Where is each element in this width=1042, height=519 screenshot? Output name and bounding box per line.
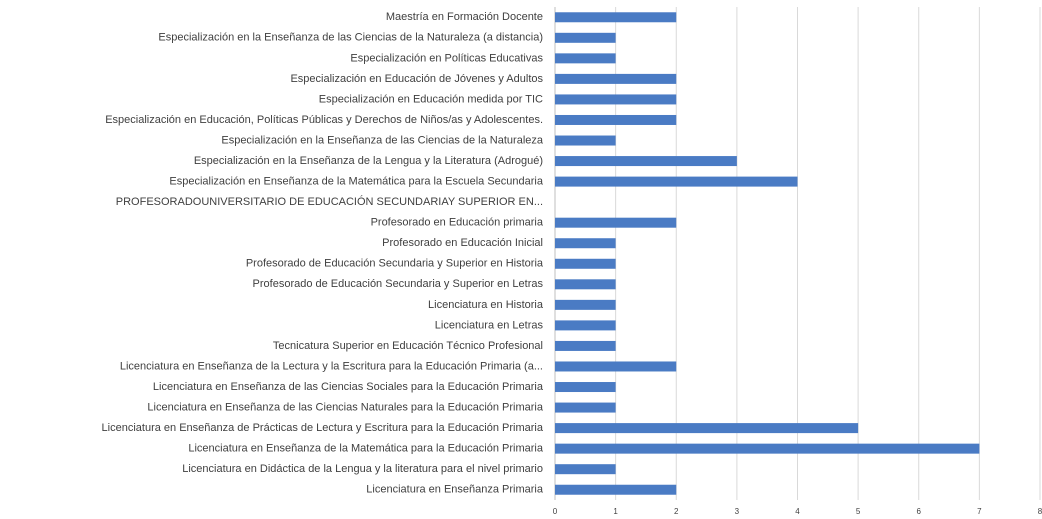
bar <box>555 402 616 413</box>
bar <box>555 464 616 475</box>
y-tick-label: Licenciatura en Didáctica de la Lengua y… <box>182 463 543 475</box>
bar <box>555 299 616 310</box>
bar <box>555 361 677 372</box>
bar <box>555 484 677 495</box>
y-tick-label: Tecnicatura Superior en Educación Técnic… <box>273 340 543 352</box>
bar <box>555 423 859 434</box>
y-tick-label: Especialización en la Enseñanza de la Le… <box>194 155 543 167</box>
x-tick-label: 0 <box>553 507 558 516</box>
y-tick-label: Licenciatura en Letras <box>435 319 544 331</box>
bar <box>555 340 616 351</box>
bar <box>555 73 677 84</box>
y-tick-label: Licenciatura en Historia <box>428 299 544 311</box>
y-tick-label: Especialización en Educación, Políticas … <box>105 114 543 126</box>
bar <box>555 114 677 125</box>
bar <box>555 217 677 228</box>
y-tick-label: Profesorado de Educación Secundaria y Su… <box>246 258 544 270</box>
y-tick-label: Especialización en Políticas Educativas <box>350 52 543 64</box>
y-tick-label: Profesorado de Educación Secundaria y Su… <box>253 278 544 290</box>
x-tick-label: 7 <box>977 507 982 516</box>
bar <box>555 156 737 167</box>
y-tick-label: Licenciatura en Enseñanza de la Matemáti… <box>188 443 544 455</box>
bar <box>555 32 616 43</box>
bar <box>555 94 677 105</box>
y-tick-label: Especialización en Educación medida por … <box>319 93 543 105</box>
bar <box>555 382 616 393</box>
y-tick-label: Especialización en Educación de Jóvenes … <box>290 73 543 85</box>
y-tick-label: Especialización en la Enseñanza de las C… <box>221 134 544 146</box>
x-tick-label: 6 <box>917 507 922 516</box>
x-tick-label: 2 <box>674 507 679 516</box>
x-tick-label: 1 <box>613 507 618 516</box>
y-tick-label: Licenciatura en Enseñanza Primaria <box>366 484 544 496</box>
bar <box>555 279 616 290</box>
y-tick-label: Maestría en Formación Docente <box>386 11 543 23</box>
bar <box>555 238 616 249</box>
y-tick-label: Licenciatura en Enseñanza de Prácticas d… <box>102 422 544 434</box>
bar <box>555 176 798 187</box>
y-tick-label: Profesorado en Educación Inicial <box>382 237 543 249</box>
bar <box>555 12 677 23</box>
y-tick-label: Especialización en Enseñanza de la Matem… <box>169 176 543 188</box>
x-tick-label: 5 <box>856 507 861 516</box>
y-tick-label: Licenciatura en Enseñanza de la Lectura … <box>120 360 543 372</box>
y-tick-label: Especialización en la Enseñanza de las C… <box>158 32 543 44</box>
bar <box>555 443 980 454</box>
x-tick-label: 8 <box>1038 507 1042 516</box>
bar <box>555 135 616 146</box>
bar <box>555 258 616 269</box>
y-tick-label: Profesorado en Educación primaria <box>371 217 544 229</box>
y-tick-label: Licenciatura en Enseñanza de las Ciencia… <box>147 401 543 413</box>
y-tick-label: Licenciatura en Enseñanza de las Ciencia… <box>153 381 544 393</box>
x-tick-label: 3 <box>735 507 740 516</box>
bar <box>555 53 616 64</box>
x-tick-label: 4 <box>795 507 800 516</box>
y-tick-label: PROFESORADOUNIVERSITARIO DE EDUCACIÓN SE… <box>116 195 543 208</box>
bar <box>555 320 616 331</box>
